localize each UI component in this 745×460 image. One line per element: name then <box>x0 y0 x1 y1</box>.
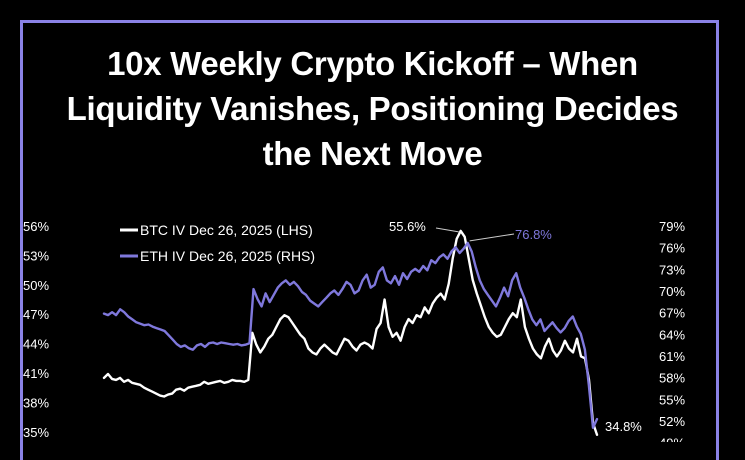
left-axis-tick: 56% <box>23 219 49 234</box>
right-axis-tick: 61% <box>659 349 685 364</box>
chart-legend: BTC IV Dec 26, 2025 (LHS) ETH IV Dec 26, … <box>120 222 315 264</box>
left-axis-tick: 50% <box>23 278 49 293</box>
right-axis-tick: 64% <box>659 327 685 342</box>
legend-label-eth: ETH IV Dec 26, 2025 (RHS) <box>140 248 315 264</box>
left-axis-tick: 38% <box>23 395 49 410</box>
right-axis-tick: 52% <box>659 414 685 429</box>
right-axis-tick: 76% <box>659 241 685 256</box>
left-axis-tick: 44% <box>23 337 49 352</box>
btc-iv-line <box>102 229 599 436</box>
annotation-leader-eth-peak <box>469 233 515 242</box>
right-axis-tick: 58% <box>659 371 685 386</box>
right-axis-tick: 67% <box>659 306 685 321</box>
annotation-layer: 55.6% 76.8% 34.8% <box>389 219 642 434</box>
left-axis-tick: 35% <box>23 425 49 440</box>
left-axis-tick: 53% <box>23 248 49 263</box>
annotation-leader-btc-peak <box>435 227 459 233</box>
right-axis-tick: 70% <box>659 284 685 299</box>
annotation-btc-peak: 55.6% <box>389 219 426 234</box>
right-y-axis: 79% 76% 73% 70% 67% 64% 61% 58% 55% 52% 49% <box>659 219 685 442</box>
right-axis-tick: 73% <box>659 262 685 277</box>
chart-plot: 56% 53% 50% 47% 44% 41% 38% 35% 79% 76% 73% 70% 67%… <box>23 219 685 442</box>
left-axis-tick: 41% <box>23 366 49 381</box>
annotation-eth-peak: 76.8% <box>515 227 552 242</box>
right-axis-tick: 79% <box>659 219 685 234</box>
annotation-btc-latest: 34.8% <box>605 419 642 434</box>
right-axis-tick: 55% <box>659 392 685 407</box>
right-axis-tick: 49% <box>659 436 685 442</box>
left-y-axis: 56% 53% 50% 47% 44% 41% 38% 35% <box>23 219 49 440</box>
legend-label-btc: BTC IV Dec 26, 2025 (LHS) <box>140 222 313 238</box>
chart-title: 10x Weekly Crypto Kickoff – When Liquidi… <box>66 45 679 172</box>
left-axis-tick: 47% <box>23 307 49 322</box>
eth-iv-line <box>102 241 599 429</box>
chart-frame <box>20 20 719 460</box>
series-layer <box>102 229 599 436</box>
